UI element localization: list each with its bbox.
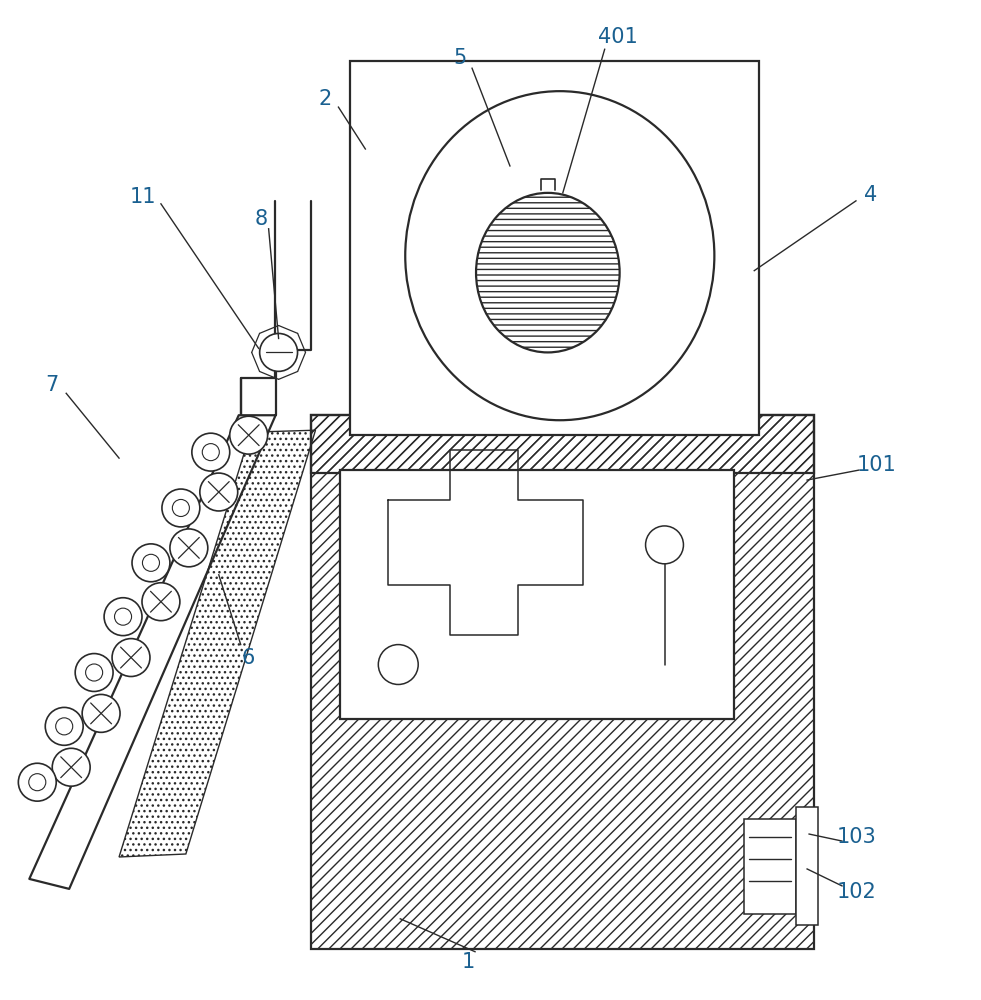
- Circle shape: [162, 489, 200, 527]
- Text: 102: 102: [837, 882, 877, 902]
- Circle shape: [132, 544, 170, 582]
- Circle shape: [200, 473, 237, 511]
- Circle shape: [28, 774, 46, 791]
- Text: 8: 8: [255, 209, 268, 229]
- Circle shape: [142, 554, 160, 571]
- Circle shape: [19, 763, 56, 801]
- Bar: [350, 61, 759, 435]
- Text: 401: 401: [597, 27, 638, 47]
- Bar: [340, 470, 735, 719]
- Text: 7: 7: [46, 375, 59, 395]
- Circle shape: [104, 598, 142, 636]
- Circle shape: [173, 499, 189, 517]
- Text: 11: 11: [129, 187, 156, 207]
- Bar: [311, 415, 814, 473]
- Circle shape: [202, 444, 220, 461]
- Circle shape: [82, 694, 120, 732]
- Text: 103: 103: [837, 827, 877, 847]
- Circle shape: [645, 526, 684, 564]
- Bar: [745, 819, 797, 914]
- Bar: [311, 415, 814, 949]
- Circle shape: [115, 608, 131, 625]
- Text: 1: 1: [461, 952, 475, 972]
- Circle shape: [192, 433, 230, 471]
- Circle shape: [52, 748, 90, 786]
- Circle shape: [85, 664, 103, 681]
- Text: 6: 6: [242, 648, 255, 668]
- Ellipse shape: [476, 193, 620, 352]
- Text: 4: 4: [864, 185, 878, 205]
- Circle shape: [76, 654, 113, 691]
- Circle shape: [142, 583, 180, 621]
- Circle shape: [56, 718, 73, 735]
- Circle shape: [230, 416, 268, 454]
- Circle shape: [45, 707, 83, 745]
- Text: 2: 2: [319, 89, 333, 109]
- Text: 5: 5: [453, 48, 467, 68]
- Circle shape: [170, 529, 208, 567]
- Text: 101: 101: [857, 455, 897, 475]
- Ellipse shape: [405, 91, 714, 420]
- Circle shape: [379, 645, 418, 684]
- Circle shape: [112, 639, 150, 676]
- Circle shape: [260, 333, 297, 371]
- Bar: [797, 807, 818, 925]
